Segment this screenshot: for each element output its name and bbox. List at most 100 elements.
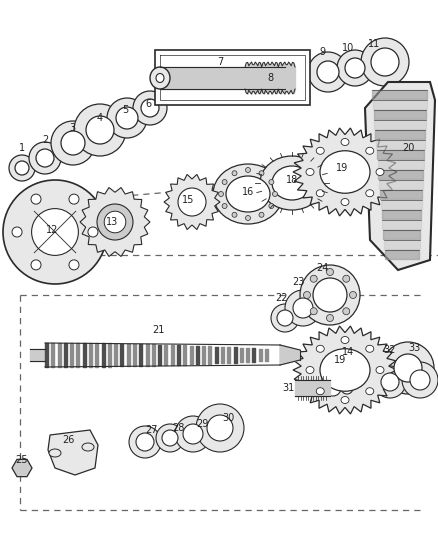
Ellipse shape [382,342,434,394]
Ellipse shape [9,155,35,181]
Polygon shape [155,50,310,105]
Ellipse shape [51,121,95,165]
Ellipse shape [232,212,237,217]
Ellipse shape [350,292,357,298]
Ellipse shape [366,345,374,352]
Ellipse shape [381,373,399,391]
Ellipse shape [337,50,373,86]
Ellipse shape [341,336,349,343]
Text: 29: 29 [196,419,208,429]
Ellipse shape [107,98,147,138]
Polygon shape [164,174,220,230]
Ellipse shape [162,430,178,446]
Ellipse shape [316,147,324,154]
Text: 7: 7 [217,57,223,67]
Ellipse shape [335,376,359,400]
Ellipse shape [97,204,133,240]
Ellipse shape [326,314,333,321]
Ellipse shape [326,269,333,276]
Ellipse shape [366,190,374,197]
Ellipse shape [325,380,341,396]
Ellipse shape [269,204,274,208]
Ellipse shape [300,265,360,325]
Ellipse shape [310,308,317,315]
Ellipse shape [150,67,170,89]
Ellipse shape [141,99,159,117]
Ellipse shape [20,466,24,470]
Ellipse shape [310,275,317,282]
Text: 28: 28 [172,423,184,433]
Text: 10: 10 [342,43,354,53]
Polygon shape [12,459,32,477]
Ellipse shape [178,188,206,216]
Ellipse shape [306,367,314,374]
Ellipse shape [317,61,339,83]
Ellipse shape [316,387,324,395]
Ellipse shape [319,374,347,402]
Ellipse shape [74,104,126,156]
Text: 23: 23 [292,277,304,287]
Ellipse shape [246,167,251,173]
Ellipse shape [341,397,349,403]
Ellipse shape [180,190,204,214]
Ellipse shape [172,182,212,222]
Ellipse shape [271,304,299,332]
Ellipse shape [277,310,293,326]
Ellipse shape [3,180,107,284]
Text: 20: 20 [402,143,414,153]
Ellipse shape [104,211,126,233]
Ellipse shape [341,382,353,394]
Text: 16: 16 [242,187,254,197]
Ellipse shape [269,180,274,184]
Ellipse shape [63,443,77,457]
Ellipse shape [207,415,233,441]
Ellipse shape [410,370,430,390]
Polygon shape [365,82,435,270]
Text: 33: 33 [408,343,420,353]
Text: 24: 24 [316,263,328,273]
Ellipse shape [156,74,164,83]
Ellipse shape [56,436,84,464]
Ellipse shape [82,443,94,451]
Ellipse shape [133,91,167,125]
Polygon shape [48,430,98,475]
Ellipse shape [320,349,370,391]
Ellipse shape [341,198,349,206]
Text: 9: 9 [319,47,325,57]
Ellipse shape [259,171,264,176]
Text: 14: 14 [342,347,354,357]
Ellipse shape [32,208,78,255]
Ellipse shape [175,416,211,452]
Text: 31: 31 [282,383,294,393]
Text: 5: 5 [122,105,128,115]
Text: 13: 13 [106,217,118,227]
Ellipse shape [313,278,347,312]
Ellipse shape [17,463,27,473]
Ellipse shape [196,404,244,452]
Ellipse shape [222,204,227,208]
Ellipse shape [374,366,406,398]
Ellipse shape [219,191,223,197]
Ellipse shape [306,168,314,175]
Text: 19: 19 [336,163,348,173]
Text: 21: 21 [152,325,164,335]
Ellipse shape [156,424,184,452]
Ellipse shape [49,449,61,457]
Ellipse shape [320,151,370,193]
Ellipse shape [88,227,98,237]
Text: 4: 4 [97,113,103,123]
Text: 1: 1 [19,143,25,153]
Ellipse shape [341,139,349,146]
Ellipse shape [402,362,438,398]
Ellipse shape [15,161,29,175]
Text: 25: 25 [16,455,28,465]
Ellipse shape [129,426,161,458]
Text: 3: 3 [69,123,75,133]
Ellipse shape [376,168,384,175]
Text: 12: 12 [46,225,58,235]
Ellipse shape [361,38,409,86]
Ellipse shape [376,367,384,374]
Text: 15: 15 [182,195,194,205]
Ellipse shape [345,58,365,78]
Text: 30: 30 [222,413,234,423]
